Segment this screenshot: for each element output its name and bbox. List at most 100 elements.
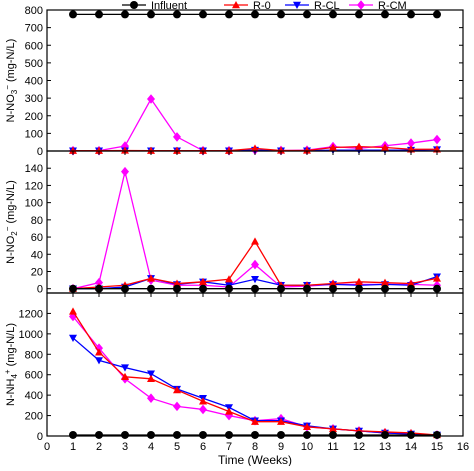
y-tick-label: 200 bbox=[25, 111, 43, 123]
data-point-r-0 bbox=[121, 146, 129, 154]
data-point-influent bbox=[433, 430, 441, 439]
x-tick-label: 4 bbox=[148, 441, 154, 453]
data-point-influent bbox=[407, 10, 415, 19]
data-point-influent bbox=[381, 430, 389, 439]
data-point-r-0 bbox=[147, 146, 155, 154]
x-tick-label: 3 bbox=[122, 441, 128, 453]
y-tick-label: 500 bbox=[25, 58, 43, 70]
data-point-influent bbox=[69, 284, 77, 293]
data-point-influent bbox=[121, 10, 129, 19]
data-point-influent bbox=[69, 430, 77, 439]
y-tick-label: 800 bbox=[25, 5, 43, 17]
data-point-r-0 bbox=[225, 407, 233, 415]
data-point-r-cm bbox=[95, 343, 103, 353]
data-point-influent bbox=[407, 430, 415, 439]
data-point-r-0 bbox=[147, 274, 155, 282]
data-point-r-0 bbox=[251, 417, 259, 425]
x-tick-label: 12 bbox=[353, 441, 365, 453]
data-point-r-0 bbox=[173, 279, 181, 287]
data-point-r-0 bbox=[381, 278, 389, 286]
y-tick-label: 140 bbox=[25, 163, 43, 175]
data-point-r-0 bbox=[251, 144, 259, 152]
data-point-r-cm bbox=[147, 393, 155, 404]
data-point-r-cm bbox=[199, 404, 207, 415]
series-line-r-cm bbox=[72, 171, 438, 290]
data-point-r-0 bbox=[95, 348, 103, 356]
data-point-r-0 bbox=[199, 146, 207, 154]
data-point-r-0 bbox=[69, 307, 77, 315]
data-point-influent bbox=[381, 284, 389, 293]
data-point-r-0 bbox=[251, 237, 259, 245]
data-point-r-cm bbox=[173, 401, 181, 412]
data-point-r-0 bbox=[381, 143, 389, 151]
data-point-influent bbox=[225, 430, 233, 439]
y-tick-label: 120 bbox=[25, 180, 43, 192]
x-tick-label: 5 bbox=[174, 441, 180, 453]
y-tick-label: 1200 bbox=[19, 308, 43, 320]
data-point-influent bbox=[433, 10, 441, 19]
data-point-r-0 bbox=[303, 422, 311, 431]
y-axis-label: N-NH4+ (mg-N/L) bbox=[3, 323, 19, 406]
y-tick-label: 700 bbox=[25, 23, 43, 35]
data-point-r-0 bbox=[433, 274, 441, 282]
data-point-r-cm bbox=[173, 132, 181, 142]
data-point-influent bbox=[199, 284, 207, 293]
data-point-influent bbox=[173, 10, 181, 19]
legend-marker-r-0 bbox=[232, 1, 240, 9]
data-point-influent bbox=[329, 284, 337, 293]
data-point-influent bbox=[121, 430, 129, 439]
legend-marker-r-cl bbox=[293, 1, 301, 9]
x-tick-label: 2 bbox=[96, 441, 102, 453]
legend: Influent R-0 R-CL R-CM bbox=[122, 0, 407, 12]
data-point-influent bbox=[355, 430, 363, 439]
x-tick-label: 11 bbox=[327, 441, 338, 453]
data-point-influent bbox=[355, 284, 363, 293]
y-tick-label: 400 bbox=[25, 390, 43, 402]
y-tick-label: 800 bbox=[25, 349, 43, 361]
data-point-r-0 bbox=[355, 142, 363, 150]
data-point-r-0 bbox=[173, 146, 181, 154]
data-point-influent bbox=[121, 284, 129, 293]
y-tick-label: 20 bbox=[31, 266, 43, 278]
legend-label-r-cm: R-CM bbox=[378, 0, 407, 12]
y-tick-label: 0 bbox=[37, 431, 43, 443]
data-point-r-cm bbox=[121, 166, 129, 177]
y-tick-label: 600 bbox=[25, 40, 43, 52]
data-point-r-cm bbox=[433, 134, 441, 145]
data-point-r-0 bbox=[329, 424, 337, 433]
data-point-r-0 bbox=[225, 275, 233, 283]
data-point-r-0 bbox=[407, 279, 415, 287]
data-point-r-cm bbox=[251, 259, 259, 270]
data-point-r-0 bbox=[329, 143, 337, 151]
data-point-influent bbox=[303, 430, 311, 439]
data-point-r-0 bbox=[277, 417, 285, 425]
x-tick-label: 10 bbox=[301, 441, 313, 453]
data-point-r-0 bbox=[69, 146, 77, 154]
y-tick-label: 400 bbox=[25, 76, 43, 88]
data-point-r-0 bbox=[277, 146, 285, 154]
y-tick-label: 80 bbox=[31, 215, 43, 227]
data-point-influent bbox=[381, 10, 389, 19]
legend-label-r-cl: R-CL bbox=[314, 0, 340, 12]
data-point-influent bbox=[277, 430, 285, 439]
data-point-influent bbox=[329, 10, 337, 19]
x-tick-label: 9 bbox=[278, 441, 284, 453]
data-point-r-0 bbox=[173, 386, 181, 394]
data-point-influent bbox=[147, 430, 155, 439]
data-point-influent bbox=[407, 284, 415, 293]
y-tick-label: 0 bbox=[37, 146, 43, 158]
data-point-r-cl bbox=[147, 370, 155, 378]
panel-frame bbox=[46, 292, 464, 437]
data-point-influent bbox=[277, 10, 285, 19]
data-point-influent bbox=[251, 430, 259, 439]
data-point-influent bbox=[303, 284, 311, 293]
data-point-r-0 bbox=[225, 146, 233, 154]
data-point-r-0 bbox=[199, 277, 207, 286]
data-point-r-0 bbox=[121, 372, 129, 380]
y-tick-label: 1000 bbox=[19, 329, 43, 341]
data-point-r-0 bbox=[95, 146, 103, 154]
data-point-influent bbox=[303, 10, 311, 19]
data-point-influent bbox=[95, 284, 103, 293]
